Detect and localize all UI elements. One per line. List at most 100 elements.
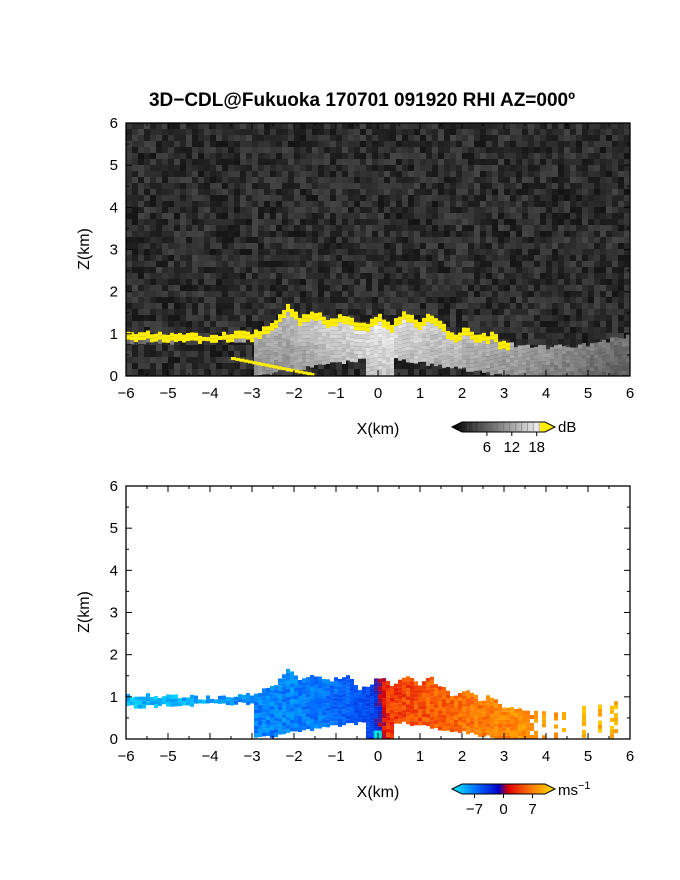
snr-noise-cell	[600, 159, 606, 165]
velocity-cell	[266, 696, 270, 701]
velocity-cell	[266, 728, 270, 733]
snr-noise-cell	[156, 183, 162, 189]
snr-cell	[622, 346, 626, 351]
snr-noise-cell	[264, 315, 270, 321]
snr-cell	[258, 367, 262, 372]
snr-noise-cell	[498, 153, 504, 159]
colorbar-tick-label: 12	[503, 439, 520, 456]
snr-noise-cell	[276, 369, 282, 375]
snr-noise-cell	[348, 273, 354, 279]
snr-noise-cell	[186, 255, 192, 261]
snr-noise-cell	[276, 309, 282, 315]
snr-noise-cell	[240, 327, 246, 333]
snr-noise-cell	[246, 135, 252, 141]
snr-noise-cell	[222, 273, 228, 279]
snr-cell	[566, 351, 570, 356]
snr-cell	[446, 362, 450, 367]
snr-noise-cell	[432, 369, 438, 375]
snr-noise-cell	[288, 249, 294, 255]
snr-noise-cell	[204, 279, 210, 285]
snr-noise-cell	[168, 303, 174, 309]
snr-noise-cell	[606, 183, 612, 189]
snr-noise-cell	[258, 177, 264, 183]
snr-cell	[354, 322, 358, 327]
snr-noise-cell	[126, 345, 132, 351]
snr-noise-cell	[126, 267, 132, 273]
snr-cell	[410, 330, 414, 335]
snr-noise-cell	[474, 129, 480, 135]
snr-noise-cell	[570, 297, 576, 303]
snr-noise-cell	[522, 147, 528, 153]
snr-noise-cell	[384, 129, 390, 135]
snr-noise-cell	[438, 135, 444, 141]
snr-cell	[222, 331, 226, 336]
snr-cell	[382, 363, 386, 368]
snr-noise-cell	[372, 285, 378, 291]
snr-noise-cell	[222, 213, 228, 219]
snr-cell	[582, 347, 586, 352]
snr-noise-cell	[438, 153, 444, 159]
snr-noise-cell	[132, 297, 138, 303]
snr-noise-cell	[240, 129, 246, 135]
snr-noise-cell	[228, 135, 234, 141]
snr-noise-cell	[324, 231, 330, 237]
snr-noise-cell	[168, 159, 174, 165]
snr-noise-cell	[180, 171, 186, 177]
snr-noise-cell	[408, 171, 414, 177]
snr-noise-cell	[390, 237, 396, 243]
snr-noise-cell	[426, 291, 432, 297]
snr-cell	[338, 346, 342, 351]
snr-noise-cell	[186, 201, 192, 207]
snr-noise-cell	[216, 309, 222, 315]
snr-cell	[282, 330, 286, 335]
snr-noise-cell	[480, 273, 486, 279]
snr-noise-cell	[468, 153, 474, 159]
snr-noise-cell	[324, 177, 330, 183]
snr-noise-cell	[210, 315, 216, 321]
snr-noise-cell	[306, 309, 312, 315]
snr-cell	[314, 313, 318, 318]
snr-cell	[430, 323, 434, 328]
snr-cell	[450, 364, 454, 369]
snr-cell	[566, 359, 570, 364]
snr-noise-cell	[186, 321, 192, 327]
snr-cell	[142, 340, 146, 345]
snr-noise-cell	[624, 129, 630, 135]
snr-cell	[490, 371, 494, 376]
snr-noise-cell	[366, 177, 372, 183]
snr-cell	[286, 323, 290, 328]
snr-noise-cell	[450, 225, 456, 231]
snr-cell	[310, 327, 314, 332]
snr-cell	[286, 315, 290, 320]
snr-noise-cell	[480, 309, 486, 315]
snr-noise-cell	[282, 279, 288, 285]
snr-noise-cell	[252, 189, 258, 195]
snr-cell	[342, 340, 346, 345]
snr-noise-cell	[306, 297, 312, 303]
snr-noise-cell	[240, 255, 246, 261]
snr-noise-cell	[222, 261, 228, 267]
snr-noise-cell	[318, 177, 324, 183]
snr-noise-cell	[492, 285, 498, 291]
snr-noise-cell	[600, 141, 606, 147]
velocity-cell	[178, 702, 182, 707]
snr-cell	[254, 353, 258, 358]
velocity-cell	[130, 701, 134, 706]
snr-cell	[354, 342, 358, 347]
snr-noise-cell	[576, 195, 582, 201]
snr-noise-cell	[480, 195, 486, 201]
snr-noise-cell	[372, 261, 378, 267]
snr-cell	[306, 354, 310, 359]
snr-cell	[322, 352, 326, 357]
snr-cell	[350, 349, 354, 354]
snr-noise-cell	[510, 165, 516, 171]
snr-noise-cell	[408, 219, 414, 225]
snr-noise-cell	[522, 189, 528, 195]
snr-cell	[618, 362, 622, 367]
snr-cell	[426, 357, 430, 362]
snr-cell	[270, 350, 274, 355]
snr-noise-cell	[132, 129, 138, 135]
snr-noise-cell	[174, 141, 180, 147]
snr-cell	[342, 324, 346, 329]
snr-noise-cell	[582, 225, 588, 231]
